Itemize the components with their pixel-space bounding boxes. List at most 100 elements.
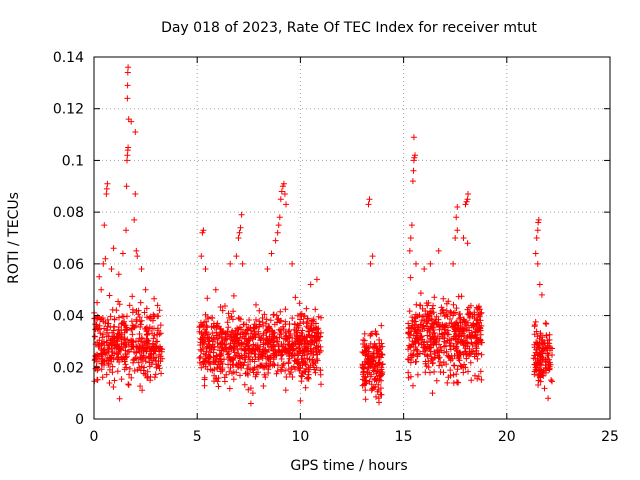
data-point <box>249 390 256 397</box>
data-point <box>139 387 146 394</box>
data-point <box>256 346 263 353</box>
data-point <box>115 351 122 358</box>
data-point <box>449 355 456 362</box>
data-point <box>104 326 111 333</box>
data-point <box>237 372 243 379</box>
data-point <box>116 314 122 321</box>
data-point <box>273 370 280 377</box>
data-point <box>282 387 289 394</box>
data-point <box>473 320 480 327</box>
data-point <box>543 332 550 339</box>
data-point <box>289 260 296 267</box>
data-point <box>430 336 437 343</box>
data-point <box>421 266 428 272</box>
data-point <box>265 337 272 344</box>
data-point <box>209 330 216 337</box>
data-point <box>286 321 293 327</box>
data-point <box>308 321 315 327</box>
x-tick-label: 5 <box>193 429 202 445</box>
data-point <box>378 322 385 329</box>
data-point <box>138 266 145 272</box>
data-point <box>313 334 320 341</box>
data-point <box>217 304 224 310</box>
data-point <box>282 329 289 336</box>
data-point <box>227 364 234 371</box>
data-point <box>445 331 452 338</box>
data-point <box>263 316 270 323</box>
data-point <box>308 341 315 348</box>
data-point <box>236 229 243 236</box>
data-point <box>137 383 144 390</box>
data-point <box>142 344 149 351</box>
data-point <box>436 362 443 369</box>
data-point <box>473 328 480 335</box>
data-point <box>253 301 259 308</box>
data-point <box>252 324 259 331</box>
data-point <box>277 196 284 203</box>
data-point <box>542 362 549 369</box>
data-point <box>154 302 161 309</box>
data-point <box>95 353 102 360</box>
x-tick-label: 15 <box>395 429 413 445</box>
data-point <box>246 350 253 356</box>
data-point <box>137 321 144 328</box>
data-point <box>376 359 383 366</box>
data-point <box>433 377 440 384</box>
data-point <box>477 368 484 375</box>
data-point <box>128 374 135 381</box>
data-point <box>286 327 293 334</box>
data-point <box>234 337 241 344</box>
data-point <box>430 324 437 330</box>
data-point <box>363 342 370 349</box>
data-point <box>99 374 106 381</box>
data-point <box>475 311 482 318</box>
data-point <box>96 326 102 333</box>
data-point <box>241 381 248 388</box>
data-point <box>121 335 128 342</box>
data-point <box>365 350 372 356</box>
data-point <box>290 363 297 370</box>
data-point <box>154 338 161 345</box>
data-point <box>118 354 125 361</box>
data-point <box>415 340 422 347</box>
data-point <box>366 360 373 367</box>
data-point <box>239 260 246 267</box>
data-point <box>219 366 226 373</box>
grid-lines <box>94 57 610 419</box>
data-point <box>318 314 324 321</box>
data-point <box>124 157 130 164</box>
data-point <box>109 340 116 347</box>
data-point <box>407 274 414 281</box>
data-point <box>538 291 545 298</box>
data-point <box>298 329 305 336</box>
data-point <box>230 347 237 354</box>
data-point <box>267 317 274 324</box>
data-point <box>278 356 285 362</box>
data-point <box>303 347 310 354</box>
data-point <box>412 318 419 325</box>
data-point <box>359 349 366 355</box>
data-point <box>131 216 138 223</box>
data-point <box>146 359 153 366</box>
data-point <box>94 315 101 322</box>
data-point <box>137 367 144 374</box>
data-point <box>445 374 452 381</box>
data-point <box>531 368 538 375</box>
data-point <box>369 253 376 260</box>
data-point <box>297 311 304 318</box>
data-point <box>139 358 146 364</box>
data-point <box>270 342 277 349</box>
data-point <box>410 347 417 354</box>
data-point <box>196 359 203 366</box>
data-point <box>211 336 218 343</box>
data-point <box>372 368 378 375</box>
data-point <box>315 346 322 353</box>
data-point <box>238 345 245 352</box>
data-point <box>200 332 207 339</box>
data-point <box>450 260 457 267</box>
data-point <box>431 319 438 326</box>
data-point <box>467 359 474 366</box>
data-point <box>209 315 216 321</box>
data-point <box>219 340 226 347</box>
data-point <box>417 302 424 309</box>
